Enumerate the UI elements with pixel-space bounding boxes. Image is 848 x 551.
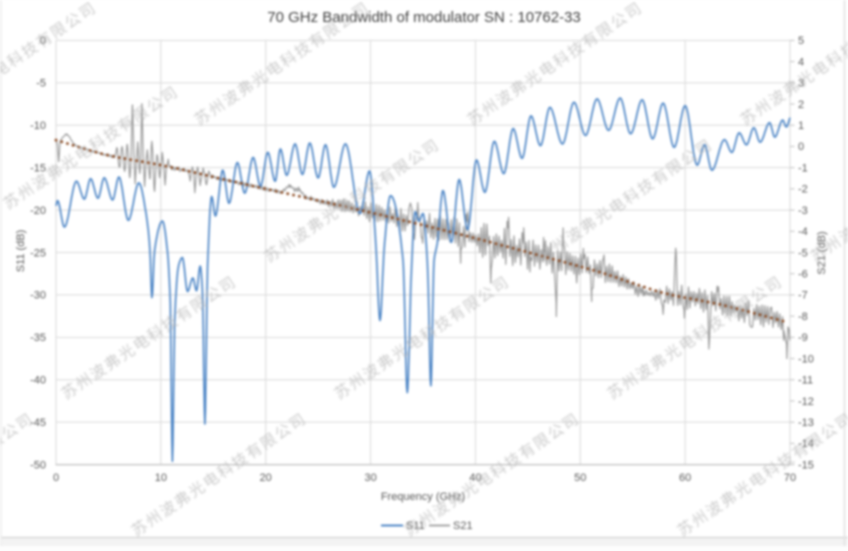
svg-text:-2: -2: [798, 184, 808, 196]
svg-text:-50: -50: [30, 459, 46, 471]
svg-text:70: 70: [784, 472, 796, 484]
svg-text:70 GHz Bandwidth of modulator: 70 GHz Bandwidth of modulator SN : 10762…: [267, 9, 581, 26]
svg-text:4: 4: [798, 56, 804, 68]
svg-text:-8: -8: [798, 311, 808, 323]
svg-text:-15: -15: [798, 459, 814, 471]
svg-text:-40: -40: [30, 375, 46, 387]
svg-text:-5: -5: [798, 247, 808, 259]
svg-text:S21: S21: [453, 520, 473, 532]
svg-text:-7: -7: [798, 290, 808, 302]
svg-text:5: 5: [798, 35, 804, 47]
svg-text:-5: -5: [36, 78, 46, 90]
svg-text:2: 2: [798, 99, 804, 111]
svg-text:-4: -4: [798, 226, 808, 238]
svg-text:-9: -9: [798, 332, 808, 344]
svg-text:-13: -13: [798, 417, 814, 429]
svg-text:60: 60: [679, 472, 691, 484]
svg-text:-35: -35: [30, 332, 46, 344]
svg-text:-10: -10: [798, 353, 814, 365]
svg-text:0: 0: [53, 472, 59, 484]
svg-text:10: 10: [155, 472, 167, 484]
svg-text:1: 1: [798, 120, 804, 132]
svg-text:-45: -45: [30, 417, 46, 429]
svg-text:50: 50: [574, 472, 586, 484]
svg-text:20: 20: [260, 472, 272, 484]
svg-text:-10: -10: [30, 120, 46, 132]
svg-text:-20: -20: [30, 205, 46, 217]
svg-text:-12: -12: [798, 396, 814, 408]
svg-text:-30: -30: [30, 290, 46, 302]
svg-text:-6: -6: [798, 269, 808, 281]
svg-text:-11: -11: [798, 375, 813, 387]
svg-text:Frequency (GHz): Frequency (GHz): [381, 491, 465, 503]
svg-text:-1: -1: [798, 163, 808, 175]
svg-text:-15: -15: [30, 163, 46, 175]
svg-text:0: 0: [798, 141, 804, 153]
svg-text:30: 30: [364, 472, 376, 484]
svg-text:-25: -25: [30, 247, 46, 259]
svg-text:-3: -3: [798, 205, 808, 217]
svg-text:S11 (dB): S11 (dB): [15, 230, 27, 273]
svg-text:3: 3: [798, 78, 804, 90]
